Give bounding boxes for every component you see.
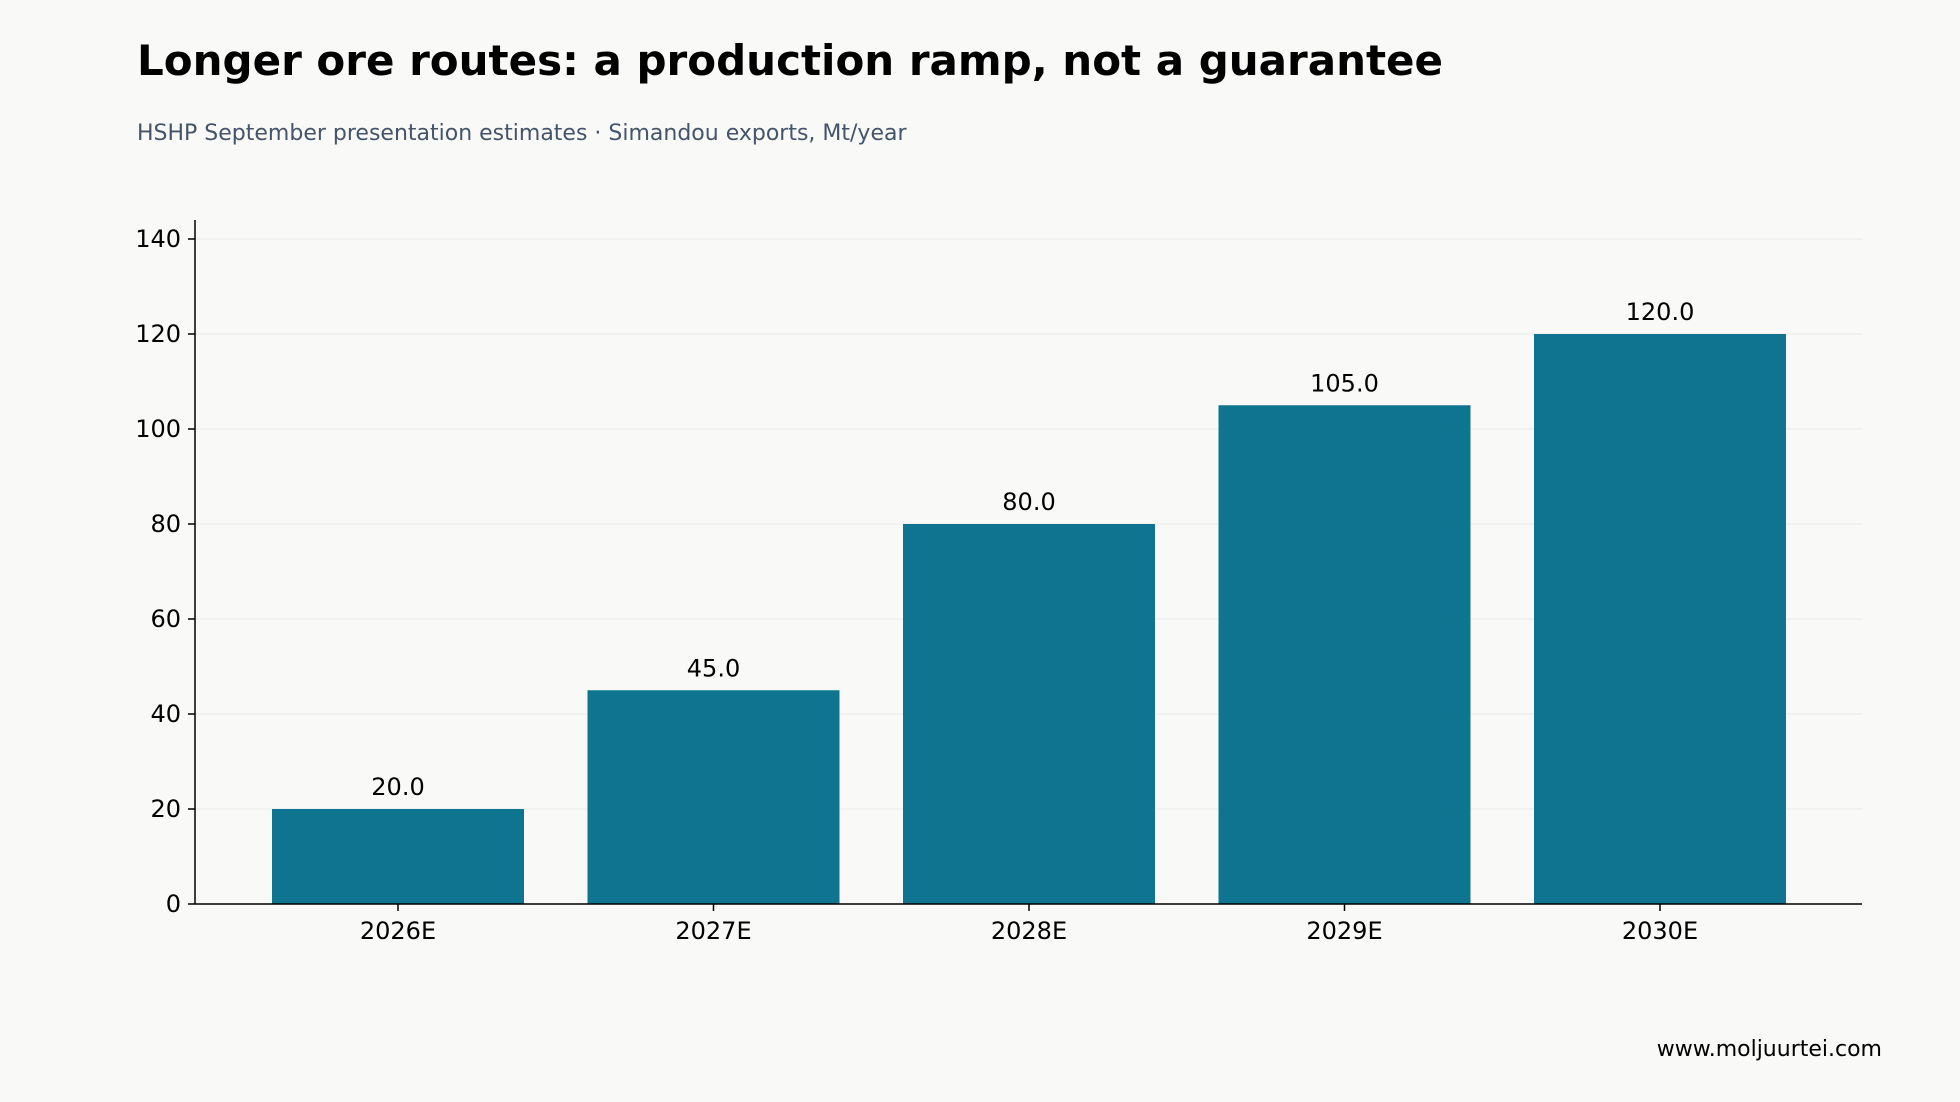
bar-value-label: 80.0 — [1002, 488, 1055, 516]
bar-2026e — [272, 809, 524, 904]
x-tick-label: 2027E — [675, 917, 751, 945]
bar-value-label: 45.0 — [687, 654, 740, 682]
chart-title: Longer ore routes: a production ramp, no… — [137, 36, 1444, 85]
y-tick-label: 80 — [150, 510, 181, 538]
y-tick-label: 0 — [166, 890, 181, 918]
x-tick-label: 2030E — [1622, 917, 1698, 945]
y-tick-label: 40 — [150, 700, 181, 728]
bar-value-label: 105.0 — [1310, 369, 1379, 397]
y-tick-label: 100 — [135, 415, 181, 443]
x-tick-label: 2029E — [1306, 917, 1382, 945]
axes: 0 20 40 60 80 100 120 140 2026E 2027E 2028E 2029E 20… — [135, 220, 1862, 945]
x-tick-label: 2026E — [360, 917, 436, 945]
x-tick-label: 2028E — [991, 917, 1067, 945]
y-tick-label: 60 — [150, 605, 181, 633]
y-tick-label: 140 — [135, 225, 181, 253]
bar-value-label: 120.0 — [1626, 298, 1695, 326]
labels: 20.0 45.0 80.0 105.0 120.0 — [371, 298, 1694, 801]
bar-2030e — [1534, 334, 1786, 904]
bar-2028e — [903, 524, 1155, 904]
chart-subtitle: HSHP September presentation estimates · … — [137, 121, 907, 146]
bar-value-label: 20.0 — [371, 773, 424, 801]
bar-2029e — [1218, 405, 1471, 904]
y-tick-label: 120 — [135, 320, 181, 348]
bars — [272, 334, 1786, 904]
source-watermark: www.moljuurtei.com — [1656, 1037, 1882, 1062]
y-tick-label: 20 — [150, 795, 181, 823]
bar-2027e — [587, 690, 840, 904]
